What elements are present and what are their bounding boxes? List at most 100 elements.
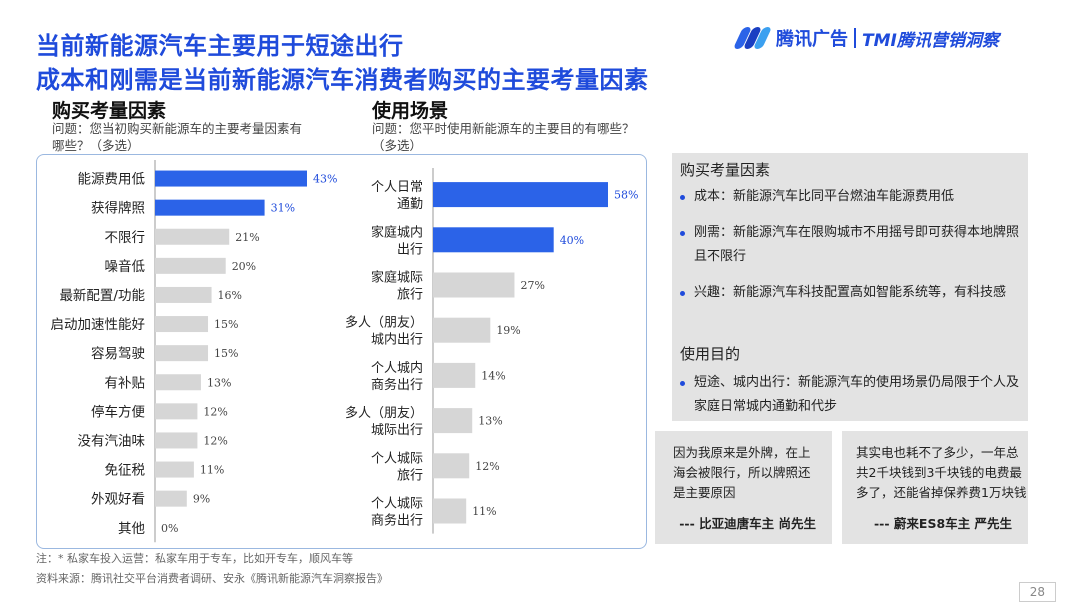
data-label: 19% [496, 324, 520, 337]
data-label: 13% [478, 415, 502, 428]
data-label: 15% [214, 318, 238, 331]
purchase-factors-question: 问题：您当初购买新能源车的主要考量因素有 哪些？（多选） [52, 120, 302, 154]
category-label: 出行 [397, 242, 423, 257]
data-label: 12% [203, 434, 227, 447]
category-label: 家庭城际 [371, 270, 423, 286]
chart-bar [155, 286, 212, 303]
category-label: 家庭城内 [371, 224, 423, 240]
quote-text: 其实电也耗不了多少，一年总 共2千块钱到3千块钱的电费最 多了，还能省掉保养费1… [856, 445, 1027, 500]
category-label: 最新配置/功能 [59, 288, 145, 304]
chart-bar [155, 257, 226, 274]
category-label: 个人城际 [371, 497, 423, 512]
data-label: 13% [207, 376, 231, 389]
category-label: 外观好看 [91, 492, 145, 508]
chart-bar [155, 228, 230, 245]
usage-scenarios-question: 问题：您平时使用新能源车的主要目的有哪些？ （多选） [372, 120, 635, 154]
data-label: 0% [161, 522, 178, 535]
summary-heading-usage: 使用目的 [680, 345, 741, 363]
category-label: 停车方便 [91, 403, 145, 420]
quote-box-byd-owner: 因为我原来是外牌，在上 海会被限行，所以牌照还 是主要原因 --- 比亚迪唐车主… [655, 431, 832, 544]
summary-bullet-short-trip: 短途、城内出行：新能源汽车的使用场景仍局限于个人及家庭日常城内通勤和代步 [680, 371, 1024, 419]
page-title-line2: 成本和刚需是当前新能源汽车消费者购买的主要考量因素 [36, 66, 649, 94]
data-label: 9% [193, 493, 210, 506]
category-label: 城际出行 [371, 423, 423, 438]
category-label: 商务出行 [371, 513, 423, 529]
purchase-question-line2: 哪些？（多选） [52, 138, 140, 153]
data-label: 27% [520, 279, 544, 292]
category-label: 其他 [118, 521, 145, 537]
quote-box-nio-owner: 其实电也耗不了多少，一年总 共2千块钱到3千块钱的电费最 多了，还能省掉保养费1… [842, 431, 1028, 544]
logo-brand-text: 腾讯广告 [776, 29, 848, 50]
footnote: 注：* 私家车投入运营：私家车用于专车，比如开专车，顺风车等 [36, 552, 353, 565]
quote-text: 因为我原来是外牌，在上 海会被限行，所以牌照还 是主要原因 [673, 445, 811, 500]
data-label: 11% [472, 505, 496, 518]
chart-bar [155, 170, 307, 187]
category-label: 有补贴 [105, 375, 146, 391]
category-label: 能源费用低 [78, 172, 146, 188]
category-label: 没有汽油味 [78, 433, 146, 449]
summary-bullet-cost: 成本：新能源汽车比同平台燃油车能源费用低 [680, 185, 1024, 209]
chart-bar [155, 461, 194, 478]
chart-bar [155, 432, 198, 449]
logo-divider [854, 28, 856, 48]
data-label: 40% [560, 234, 584, 247]
summary-bullet-need: 刚需：新能源汽车在限购城市不用摇号即可获得本地牌照且不限行 [680, 221, 1024, 269]
chart-bar [155, 316, 209, 333]
chart-bar [155, 374, 201, 391]
summary-box: 购买考量因素 成本：新能源汽车比同平台燃油车能源费用低 刚需：新能源汽车在限购城… [672, 153, 1028, 421]
data-label: 15% [214, 347, 238, 360]
category-label: 个人城内 [371, 360, 423, 376]
chart-bar [155, 199, 265, 216]
charts-panel-frame [36, 154, 647, 549]
data-label: 58% [614, 189, 638, 202]
category-label: 容易驾驶 [91, 345, 145, 362]
category-label: 商务出行 [371, 377, 423, 393]
purchase-question-line1: 问题：您当初购买新能源车的主要考量因素有 [52, 121, 303, 136]
bullet-dot-icon [680, 195, 685, 200]
page-number: 28 [1018, 582, 1056, 602]
data-label: 12% [203, 405, 227, 418]
purchase-factors-title: 购买考量因素 [52, 100, 167, 122]
category-label: 不限行 [105, 230, 146, 246]
bullet-dot-icon [680, 231, 685, 236]
category-label: 启动加速性能好 [51, 317, 146, 333]
chart-bar [433, 498, 467, 524]
data-label: 21% [235, 231, 259, 244]
category-label: 城内出行 [371, 332, 423, 348]
category-label: 旅行 [397, 288, 423, 303]
chart-bar [433, 453, 470, 479]
data-label: 31% [271, 202, 295, 215]
category-label: 旅行 [397, 468, 423, 483]
chart-bar [155, 490, 187, 507]
chart-bar [155, 403, 198, 420]
logo-sub-text: TMI腾讯营销洞察 [862, 30, 999, 51]
usage-question-line2: （多选） [372, 138, 423, 153]
usage-question-line1: 问题：您平时使用新能源车的主要目的有哪些？ [372, 121, 635, 136]
category-label: 通勤 [397, 197, 423, 212]
data-label: 20% [232, 260, 256, 273]
bullet-dot-icon [680, 381, 685, 386]
data-label: 12% [475, 460, 499, 473]
quote-author: --- 比亚迪唐车主 尚先生 [679, 516, 816, 531]
chart-bar [433, 182, 608, 208]
tencent-ads-logo: 腾讯广告 TMI腾讯营销洞察 [732, 24, 999, 52]
data-label: 16% [218, 289, 242, 302]
category-label: 个人日常 [371, 180, 423, 195]
category-label: 多人（朋友） [345, 315, 423, 331]
chart-bar [433, 408, 473, 434]
chart-bar [433, 317, 491, 343]
chart-bar [433, 362, 476, 388]
summary-bullet-interest: 兴趣：新能源汽车科技配置高如智能系统等，有科技感 [680, 281, 1024, 305]
bullet-dot-icon [680, 291, 685, 296]
category-label: 获得牌照 [91, 200, 145, 217]
chart-bar [433, 272, 515, 298]
data-label: 14% [481, 369, 505, 382]
data-label: 43% [313, 173, 337, 186]
page-title-line1: 当前新能源汽车主要用于短途出行 [36, 32, 404, 60]
category-label: 噪音低 [105, 258, 146, 275]
data-label: 11% [200, 464, 224, 477]
chart-bar [155, 345, 209, 362]
category-label: 免征税 [105, 463, 146, 479]
source-note: 资料来源：腾讯社交平台消费者调研、安永《腾讯新能源汽车洞察报告》 [36, 572, 388, 585]
